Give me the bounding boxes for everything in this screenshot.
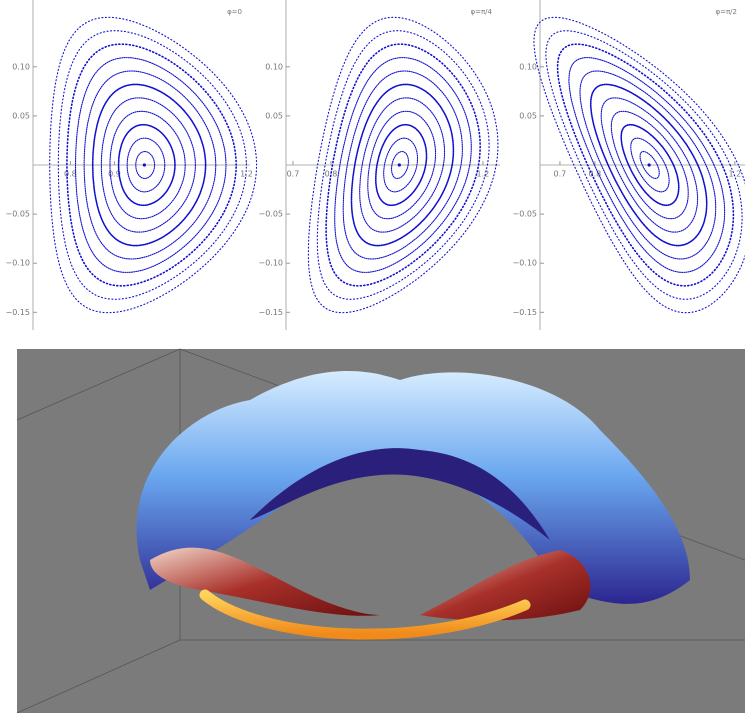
y-tick-label: −0.15 [5,308,30,317]
y-tick-label: −0.10 [5,259,30,268]
y-tick-label: −0.10 [512,259,537,268]
magnetic-axis [398,163,401,166]
y-tick-label: 0.10 [12,62,30,71]
y-tick-label: 0.10 [265,62,283,71]
figure: 0.100.05−0.05−0.10−0.150.80.91.2φ=00.100… [0,0,745,713]
y-tick-label: 0.05 [12,111,30,120]
y-tick-label: −0.05 [512,210,537,219]
panel-label: φ=π/4 [470,8,492,16]
y-tick-label: −0.15 [512,308,537,317]
x-tick-label: 1.2 [477,170,490,179]
panel-label: φ=0 [227,8,242,16]
y-tick-label: −0.15 [258,308,283,317]
y-tick-label: 0.10 [519,62,537,71]
y-tick-label: −0.05 [5,210,30,219]
magnetic-axis [143,163,146,166]
y-tick-label: −0.10 [258,259,283,268]
x-tick-label: 0.8 [64,170,77,179]
x-tick-label: 0.7 [287,170,300,179]
x-tick-label: 1.2 [728,170,741,179]
magnetic-axis [648,163,651,166]
x-tick-label: 0.7 [554,170,567,179]
y-tick-label: −0.05 [258,210,283,219]
y-tick-label: 0.05 [519,111,537,120]
panel-label: φ=π/2 [715,8,737,16]
3d-render [17,349,745,713]
y-tick-label: 0.05 [265,111,283,120]
